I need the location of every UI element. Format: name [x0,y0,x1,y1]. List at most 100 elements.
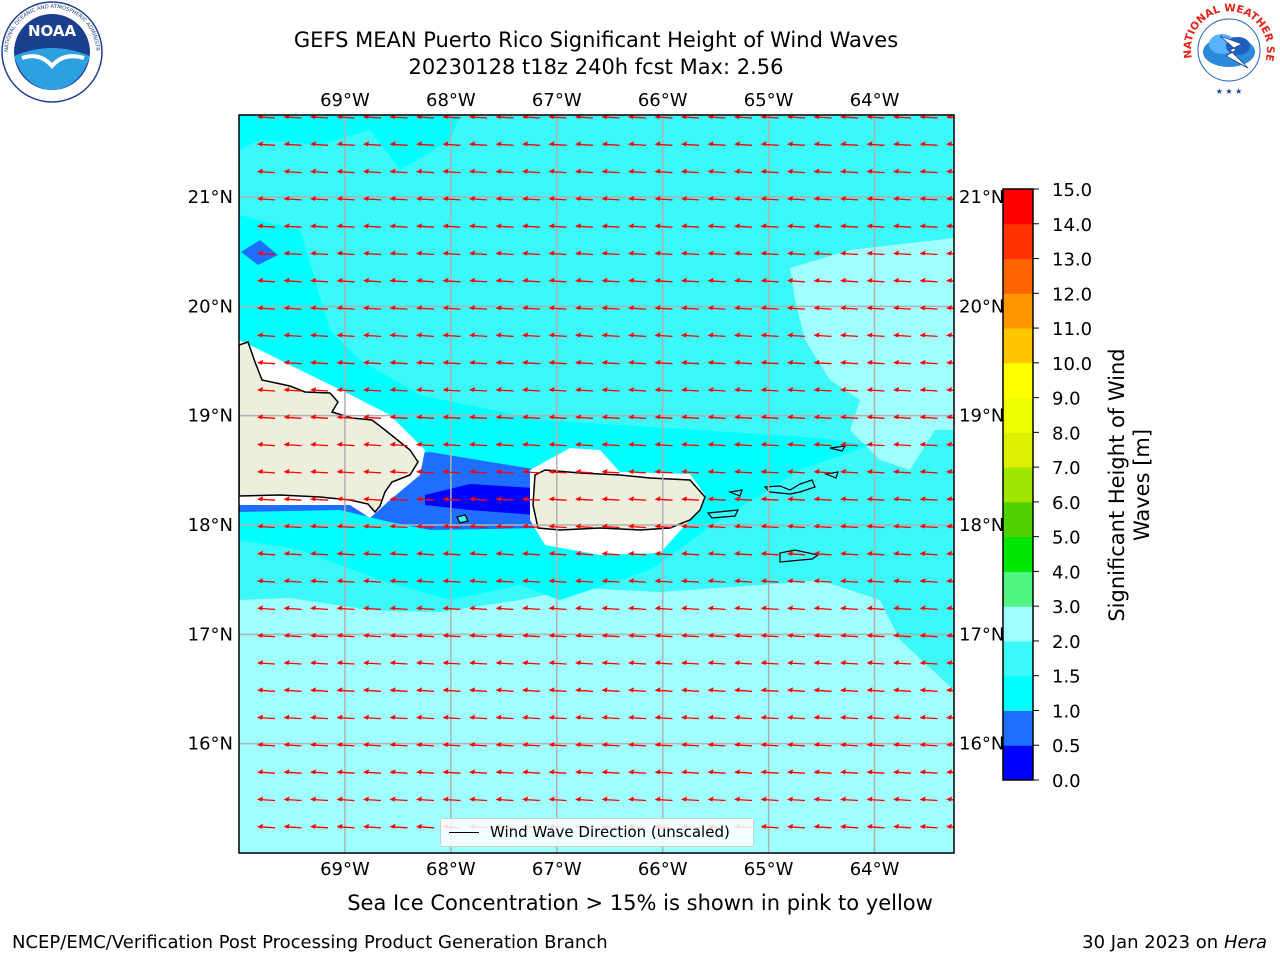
wind-arrow [548,468,567,474]
wind-arrow [893,468,912,474]
wind-arrow [707,605,726,611]
footer-machine: Hera [1223,932,1267,953]
legend-line-icon [449,832,479,833]
wind-arrow [389,332,408,338]
chart-subtitle: 20230128 t18z 240h fcst Max: 2.56 [408,55,784,79]
wind-arrow [840,660,859,665]
wind-arrow [866,250,885,256]
wind-arrow [919,823,938,829]
wind-arrow [654,359,673,365]
wind-arrow [283,387,302,392]
wind-arrow [522,277,541,283]
wind-arrow [495,441,514,447]
wind-arrow [681,277,700,283]
wind-arrow [416,277,435,283]
wind-arrow [469,141,488,147]
wind-arrow [257,796,276,802]
wind-arrow [283,769,302,775]
wind-arrow [707,332,726,338]
wind-arrow [893,687,912,693]
wind-arrow [840,823,859,829]
wind-arrow [734,141,753,147]
wind-arrow [919,250,938,256]
wind-arrow [495,714,514,720]
wind-arrow [257,387,276,392]
lat-tick-label-left: 18°N [188,515,233,536]
wind-arrow [654,468,673,474]
wind-arrow [469,632,488,638]
wind-arrow [734,387,753,392]
wind-arrow [310,387,329,392]
wind-arrow [336,387,355,392]
wind-arrow [283,823,302,829]
wind-arrow [442,769,461,775]
wind-arrow [495,115,514,119]
wind-arrow [416,523,435,529]
wind-arrow [681,632,700,638]
colorbar-tick-label: 5.0 [1052,528,1081,549]
wind-arrow [840,769,859,775]
wind-arrow [336,277,355,283]
wind-arrow [681,714,700,720]
lat-tick-label-right: 19°N [959,406,1004,427]
wind-arrow [707,305,726,311]
wind-arrow [840,605,859,611]
wind-arrow [548,332,567,338]
wind-arrow [575,141,594,147]
wind-arrow [257,687,276,693]
wind-arrow [548,441,567,447]
wind-arrow [734,523,753,529]
wind-arrow [416,714,435,720]
wind-arrow [495,741,514,747]
wind-arrow [575,195,594,201]
lat-tick-label-right: 18°N [959,515,1004,536]
wind-arrow [336,796,355,802]
wind-arrow [840,115,859,119]
wind-arrow [310,195,329,201]
colorbar-segment [1003,258,1033,294]
wind-arrow [548,305,567,311]
wind-arrow [416,632,435,638]
wind-arrow [310,332,329,338]
wind-arrow [363,168,382,174]
wind-arrow [363,441,382,447]
lat-tick-label-left: 17°N [188,624,233,645]
wind-arrow [495,223,514,229]
wind-arrow [760,441,779,447]
wind-arrow [469,305,488,311]
wind-arrow [601,195,620,201]
wind-arrow [363,550,382,556]
wind-arrow [813,496,832,502]
wind-arrow [707,223,726,229]
wind-arrow [628,660,647,665]
wind-arrow [628,605,647,611]
footer-date: 30 Jan 2023 on Hera [1082,932,1267,953]
wind-arrow [787,578,806,584]
lon-tick-label-bottom: 65°W [744,859,794,880]
wind-arrow [813,250,832,256]
wind-arrow [893,523,912,529]
wind-arrow [866,414,885,420]
wind-arrow [654,660,673,665]
colorbar-segment [1003,640,1033,677]
map-legend: Wind Wave Direction (unscaled) [440,818,754,847]
wind-arrow [654,168,673,174]
wind-arrow [283,250,302,256]
wind-arrow [840,741,859,747]
wind-arrow [787,223,806,229]
wind-arrow [442,741,461,747]
wind-arrow [654,796,673,802]
wind-arrow [681,441,700,447]
wind-arrow [442,605,461,611]
wind-arrow [575,359,594,365]
wind-arrow [389,605,408,611]
lon-tick-label-bottom: 67°W [532,859,582,880]
wind-arrow [760,605,779,611]
wind-arrow [946,496,954,502]
wind-arrow [681,359,700,365]
vieques-island [706,509,740,519]
wind-arrow [257,741,276,747]
wind-arrow [522,523,541,529]
wind-arrow [787,823,806,829]
wind-arrow [893,605,912,611]
